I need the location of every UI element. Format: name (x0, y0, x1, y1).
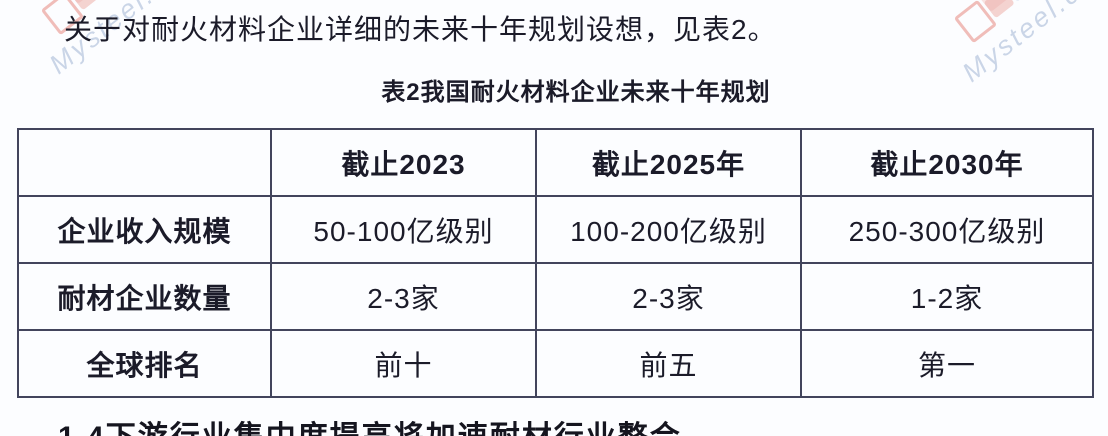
intro-paragraph: 关于对耐火材料企业详细的未来十年规划设想，见表2。 (64, 14, 777, 45)
table-row: 全球排名 前十 前五 第一 (17, 329, 1094, 398)
table-cell: 前十 (270, 329, 537, 398)
table-row: 企业收入规模 50-100亿级别 100-200亿级别 250-300亿级别 (17, 195, 1094, 264)
header-cell-2023: 截止2023 (270, 128, 537, 197)
table-caption: 表2我国耐火材料企业未来十年规划 (381, 79, 771, 106)
table-cell: 50-100亿级别 (270, 195, 537, 264)
logo-blue-square-icon (1001, 0, 1037, 2)
logo-red-square-icon (979, 0, 1015, 19)
table-cell: 2-3家 (270, 262, 537, 331)
logo-red-square-icon (953, 0, 998, 44)
table-cell: 前五 (535, 329, 802, 398)
table-cell: 250-300亿级别 (800, 195, 1094, 264)
header-cell-empty (17, 128, 272, 197)
table-row: 耐材企业数量 2-3家 2-3家 1-2家 (17, 262, 1094, 331)
table-cell: 100-200亿级别 (535, 195, 802, 264)
table-header-row: 截止2023 截止2025年 截止2030年 (17, 128, 1094, 197)
next-section-heading: 1.4下游行业集中度提高将加速耐材行业整合 (58, 412, 682, 436)
header-cell-2025: 截止2025年 (535, 128, 802, 197)
row-label-cell: 企业收入规模 (17, 195, 272, 264)
row-label-cell: 耐材企业数量 (17, 262, 272, 331)
header-cell-2030: 截止2030年 (800, 128, 1094, 197)
table-cell: 第一 (800, 329, 1094, 398)
mysteel-logo-icon (953, 0, 1040, 44)
ten-year-plan-table: 截止2023 截止2025年 截止2030年 企业收入规模 50-100亿级别 … (17, 128, 1094, 398)
table-cell: 2-3家 (535, 262, 802, 331)
row-label-cell: 全球排名 (17, 329, 272, 398)
table-cell: 1-2家 (800, 262, 1094, 331)
